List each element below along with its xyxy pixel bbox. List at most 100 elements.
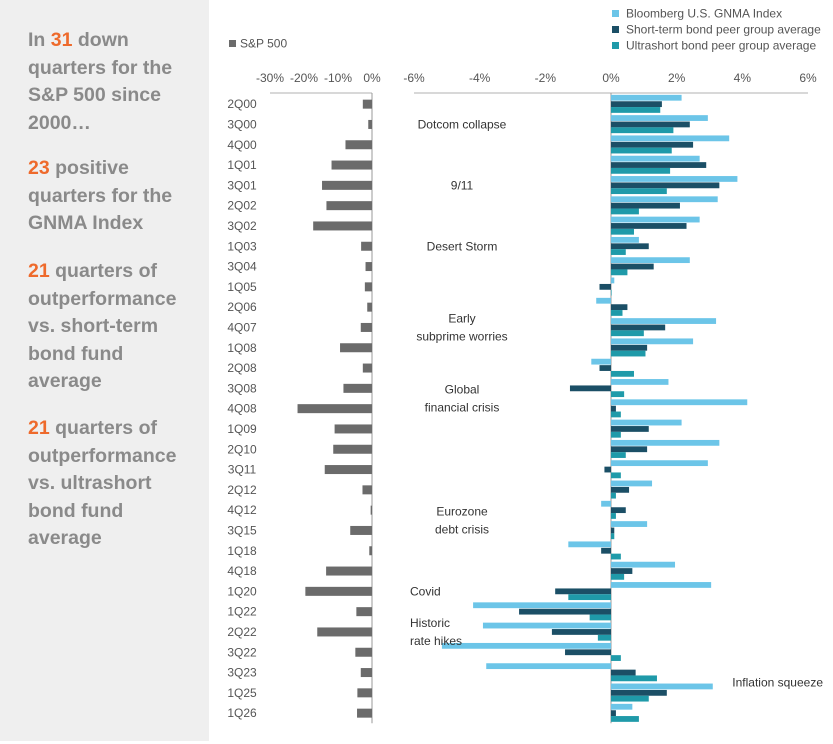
bar-ultrashort (611, 513, 616, 519)
x-tick-label: -20% (290, 71, 318, 85)
category-label: 1Q03 (227, 239, 257, 253)
bar-sp500 (333, 444, 372, 454)
category-label: 4Q12 (227, 503, 257, 517)
x-tick-label: 0% (602, 71, 620, 85)
legend-label: S&P 500 (240, 37, 287, 51)
bar-sp500 (356, 607, 372, 617)
bar-short-term (611, 446, 648, 453)
bar-gnma (611, 318, 717, 324)
category-label: 1Q08 (227, 341, 257, 355)
bar-ultrashort (611, 188, 667, 195)
bar-short-term (551, 629, 611, 635)
bar-short-term (611, 121, 690, 128)
stat-number: 21 (28, 417, 50, 439)
bar-short-term (611, 486, 630, 493)
category-label: 3Q22 (227, 645, 257, 659)
bar-ultrashort (611, 330, 644, 337)
bar-short-term (569, 385, 611, 392)
stat-prefix: In (28, 29, 51, 51)
x-tick-label: -30% (256, 71, 284, 85)
bar-sp500 (360, 668, 372, 678)
bar-ultrashort (611, 452, 626, 458)
bar-ultrashort (611, 431, 621, 438)
category-label: 4Q00 (227, 138, 257, 152)
category-label: 3Q04 (227, 260, 257, 274)
bar-short-term (611, 527, 615, 534)
x-tick-label: 4% (734, 71, 752, 85)
event-annotation: financial crisis (425, 401, 500, 415)
category-label: 2Q12 (227, 483, 257, 497)
bar-ultrashort (611, 147, 672, 154)
stat-number: 21 (28, 260, 50, 282)
bar-short-term (604, 466, 611, 473)
bar-short-term (565, 649, 611, 656)
bar-sp500 (322, 180, 372, 190)
bar-ultrashort (611, 107, 661, 113)
bar-short-term (611, 141, 694, 148)
bar-gnma (611, 561, 676, 568)
bar-ultrashort (611, 411, 621, 418)
event-annotation: subprime worries (416, 329, 507, 343)
bar-ultrashort (611, 208, 639, 215)
bar-gnma (601, 500, 611, 507)
bar-sp500 (313, 221, 372, 231)
bar-short-term (599, 283, 611, 290)
event-annotation: Early (448, 311, 475, 325)
bar-sp500 (365, 262, 372, 272)
bar-gnma (611, 277, 615, 284)
bar-gnma (611, 379, 669, 385)
takeaways-panel: In 31 down quarters for the S&P 500 sinc… (0, 0, 209, 741)
bar-gnma (611, 703, 633, 710)
category-label: 1Q26 (227, 706, 257, 720)
bar-gnma (482, 622, 611, 629)
x-tick-label: 0% (363, 71, 381, 85)
bar-short-term (601, 547, 611, 554)
bar-short-term (611, 669, 636, 676)
stat-number: 23 (28, 157, 50, 179)
bar-ultrashort (611, 370, 634, 377)
bar-short-term (611, 344, 648, 351)
bar-sp500 (350, 525, 372, 535)
legend-swatch (229, 40, 236, 47)
bar-sp500 (370, 505, 372, 515)
bar-gnma (611, 115, 708, 121)
bar-gnma (611, 176, 738, 182)
bar-gnma (611, 338, 694, 345)
category-label: 4Q18 (227, 564, 257, 578)
stat-down-quarters: In 31 down quarters for the S&P 500 sinc… (28, 27, 200, 137)
bar-gnma (611, 155, 700, 162)
stat-outperformance-short-term: 21 quarters of outperformance vs. short-… (28, 258, 200, 396)
bar-sp500 (362, 485, 372, 495)
bar-gnma (611, 94, 682, 101)
bar-gnma (611, 236, 639, 243)
bar-short-term (611, 710, 616, 717)
legend-label: Bloomberg U.S. GNMA Index (626, 7, 782, 21)
bar-gnma (473, 602, 611, 609)
bar-sp500 (362, 99, 372, 109)
bar-short-term (611, 182, 720, 189)
bar-ultrashort (611, 391, 625, 398)
event-annotation: Historic (410, 616, 450, 630)
bar-short-term (555, 588, 611, 595)
bar-ultrashort (611, 573, 625, 580)
bar-sp500 (368, 119, 372, 129)
category-label: 2Q02 (227, 199, 257, 213)
category-label: 3Q15 (227, 523, 257, 537)
bar-ultrashort (611, 492, 616, 499)
stat-outperformance-ultrashort: 21 quarters of outperformance vs. ultras… (28, 415, 200, 553)
bar-ultrashort (611, 675, 657, 682)
event-annotation: Covid (410, 584, 441, 598)
bar-ultrashort (611, 228, 634, 235)
legend-swatch (612, 26, 619, 33)
bar-sp500 (334, 424, 372, 434)
bar-sp500 (331, 160, 372, 170)
category-label: 4Q07 (227, 320, 257, 334)
event-annotation: 9/11 (451, 178, 474, 192)
x-tick-label: 2% (668, 71, 686, 85)
bar-sp500 (297, 404, 372, 414)
bar-short-term (611, 568, 633, 574)
bar-short-term (519, 608, 611, 615)
bar-sp500 (305, 586, 372, 596)
bar-gnma (441, 642, 611, 649)
